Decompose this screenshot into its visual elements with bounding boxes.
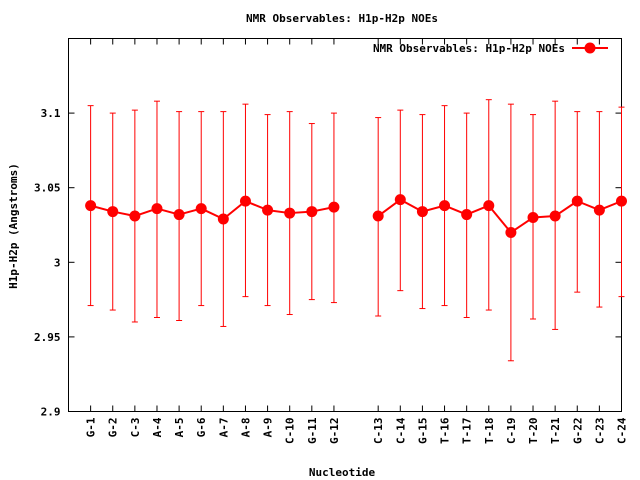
legend: NMR Observables: H1p-H2p NOEs: [373, 42, 608, 55]
x-tick-label: G-6: [195, 417, 208, 437]
data-point: [217, 213, 229, 225]
series-line: [90, 198, 622, 234]
x-tick-label: G-12: [328, 418, 341, 445]
data-point: [527, 212, 539, 224]
series-markers: [85, 194, 627, 238]
data-point: [328, 201, 340, 213]
x-axis-ticks: G-1 G-2 C-3 A-4 A-5 G-6 A-7 A-8 A-9 C-10 G-11 G-12 C…: [85, 38, 629, 445]
x-tick-label: C-3: [129, 418, 142, 438]
x-tick-label: C-10: [284, 418, 297, 445]
data-point: [593, 204, 605, 216]
x-tick-label: A-4: [151, 417, 164, 437]
y-axis-label: H1p-H2p (Angstroms): [7, 163, 20, 289]
x-axis-label: Nucleotide: [309, 466, 376, 479]
data-point: [85, 200, 97, 212]
data-point: [372, 210, 384, 222]
x-tick-label: G-22: [571, 418, 584, 445]
y-axis-ticks: 2.9 2.95 3 3.05 3.1: [34, 107, 622, 419]
data-point: [461, 209, 473, 221]
y-tick-label: 2.95: [34, 331, 61, 344]
data-point: [416, 206, 428, 218]
x-tick-label: T-20: [527, 418, 540, 445]
series-line-segment: [488, 204, 512, 234]
x-tick-label: C-13: [372, 418, 385, 445]
data-point: [483, 200, 495, 212]
data-point: [571, 195, 583, 207]
data-point: [616, 195, 627, 207]
data-point: [262, 204, 274, 216]
x-tick-label: T-21: [549, 417, 562, 444]
y-tick-label: 3: [54, 256, 61, 269]
x-tick-label: A-7: [217, 418, 230, 438]
x-tick-label: C-19: [505, 418, 518, 445]
x-tick-label: G-2: [107, 418, 120, 438]
data-point: [505, 226, 517, 238]
x-tick-label: A-9: [262, 418, 275, 438]
legend-label: NMR Observables: H1p-H2p NOEs: [373, 42, 565, 55]
data-point: [439, 200, 451, 212]
data-point: [151, 203, 163, 215]
error-bars: [87, 99, 625, 362]
data-point: [306, 206, 318, 218]
x-tick-label: G-15: [416, 418, 429, 445]
x-tick-label: C-24: [616, 417, 629, 444]
x-tick-label: A-5: [173, 418, 186, 438]
y-tick-label: 2.9: [41, 406, 61, 419]
x-tick-label: G-11: [306, 417, 319, 444]
legend-marker-sample: [584, 42, 596, 54]
y-tick-label: 3.1: [41, 107, 61, 120]
x-tick-label: A-8: [239, 418, 252, 438]
chart-title: NMR Observables: H1p-H2p NOEs: [246, 12, 438, 25]
data-point: [394, 194, 406, 206]
data-point: [195, 203, 207, 215]
data-point: [107, 206, 119, 218]
data-point: [549, 210, 561, 222]
x-tick-label: C-23: [593, 418, 606, 445]
data-point: [284, 207, 296, 219]
x-tick-label: T-18: [483, 418, 496, 445]
x-tick-label: T-16: [439, 417, 452, 444]
x-tick-label: G-1: [85, 417, 98, 437]
x-tick-label: C-14: [394, 417, 407, 444]
data-point: [239, 195, 251, 207]
y-tick-label: 3.05: [34, 182, 61, 195]
data-point: [173, 209, 185, 221]
x-tick-label: T-17: [461, 418, 474, 445]
plot-frame: [68, 38, 622, 412]
data-point: [129, 210, 141, 222]
